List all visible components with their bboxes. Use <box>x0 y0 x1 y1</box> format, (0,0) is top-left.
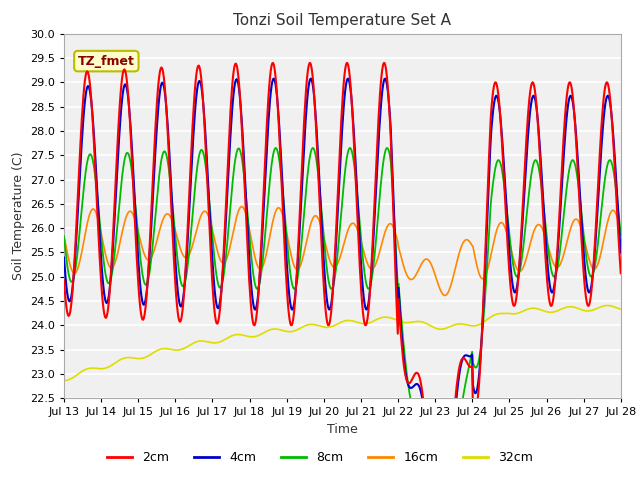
Y-axis label: Soil Temperature (C): Soil Temperature (C) <box>12 152 24 280</box>
Legend: 2cm, 4cm, 8cm, 16cm, 32cm: 2cm, 4cm, 8cm, 16cm, 32cm <box>102 446 538 469</box>
X-axis label: Time: Time <box>327 423 358 436</box>
Text: TZ_fmet: TZ_fmet <box>78 55 135 68</box>
Title: Tonzi Soil Temperature Set A: Tonzi Soil Temperature Set A <box>234 13 451 28</box>
